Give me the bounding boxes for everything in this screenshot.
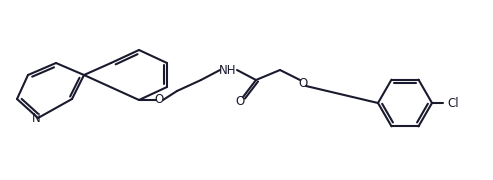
Text: O: O <box>235 94 245 107</box>
Text: NH: NH <box>219 64 237 76</box>
Text: Cl: Cl <box>447 96 459 109</box>
Text: N: N <box>32 111 40 125</box>
Text: O: O <box>298 76 308 89</box>
Text: O: O <box>154 93 164 105</box>
